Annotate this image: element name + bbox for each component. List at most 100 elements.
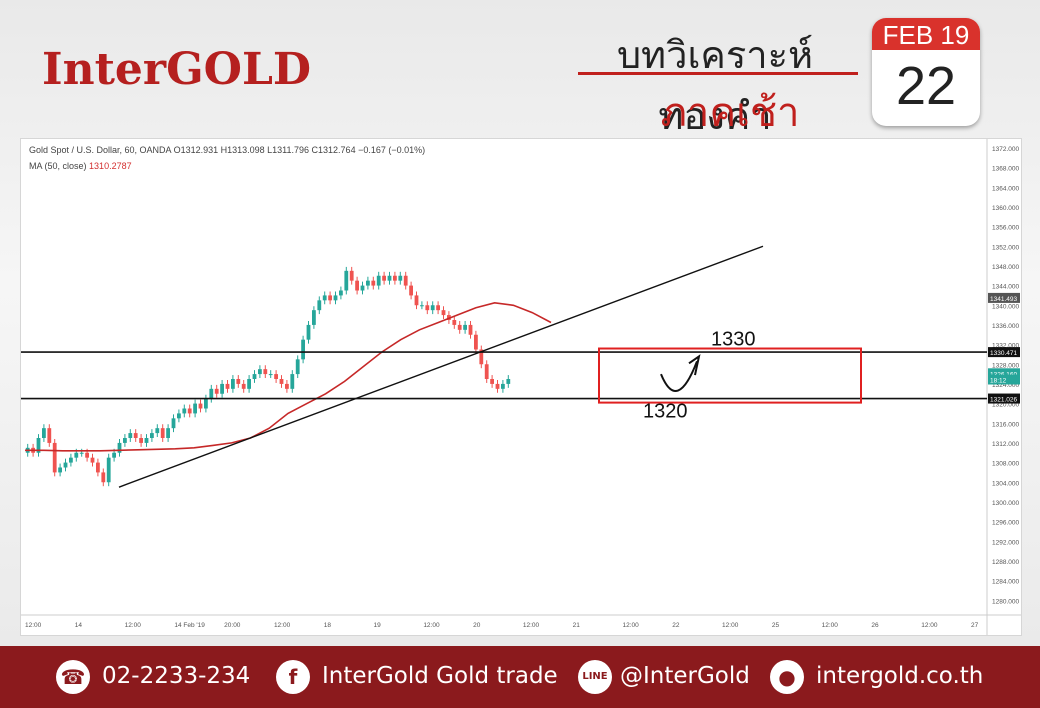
candle-body (484, 364, 489, 379)
y-tick-label: 1356.000 (992, 225, 1019, 232)
x-tick-label: 12:00 (125, 622, 142, 629)
candle-body (85, 452, 89, 458)
candle-body (317, 300, 322, 311)
candle-body (490, 379, 494, 384)
y-tick-label: 1368.000 (992, 166, 1019, 173)
candle-body (457, 324, 462, 330)
candle-body (425, 305, 430, 311)
candle-body (333, 295, 338, 301)
candle-body (290, 374, 295, 389)
y-tick-label: 1284.000 (992, 579, 1019, 586)
x-tick-label: 22 (672, 622, 680, 629)
annotation-1320: 1320 (643, 400, 688, 422)
price-label-box (988, 292, 1020, 303)
candle-body (182, 408, 187, 414)
x-tick-label: 14 Feb '19 (174, 622, 205, 629)
line-id[interactable]: @InterGold (620, 663, 750, 689)
globe-icon: ● (770, 660, 804, 694)
candle-body (279, 379, 284, 384)
brand-logo: InterGOLD (42, 44, 312, 95)
candle-body (393, 275, 397, 281)
x-tick-label: 12:00 (523, 622, 540, 629)
facebook-name[interactable]: InterGold Gold trade (322, 663, 558, 689)
arrow-head-icon (688, 354, 701, 376)
candle-body (258, 369, 262, 375)
price-label-box (988, 393, 1020, 404)
price-chart[interactable]: 1280.000 1284.000 1288.000 1292.000 1296.000… (21, 139, 1021, 635)
candle-body (468, 324, 473, 335)
candle-body (366, 280, 370, 286)
analysis-title: บทวิเคราะห์ทองคำ (616, 33, 814, 138)
x-tick-label: 12:00 (423, 622, 440, 629)
y-tick-label: 1360.000 (992, 205, 1019, 212)
chart-legend-symbol: Gold Spot / U.S. Dollar, 60, OANDA O1312… (29, 145, 425, 155)
x-tick-label: 27 (971, 622, 979, 629)
candle-body (177, 413, 181, 419)
price-label: 1330.471 (990, 350, 1017, 357)
price-label: 1341.493 (990, 296, 1017, 303)
candle-body (252, 374, 257, 379)
candle-body (371, 280, 376, 286)
phone-icon: ☎ (56, 660, 90, 694)
chart-legend-ma: MA (50, close) 1310.2787 (29, 161, 132, 171)
ma-value: 1310.2787 (89, 161, 132, 171)
candle-body (171, 418, 176, 429)
candle-body (441, 310, 446, 316)
annotation-1330: 1330 (711, 329, 756, 351)
candle-body (349, 270, 354, 281)
candle-body (274, 374, 278, 379)
x-tick-label: 20:00 (224, 622, 241, 629)
candle-body (430, 305, 435, 311)
target-zone (598, 347, 862, 404)
candle-body (495, 383, 500, 389)
y-tick-label: 1320.000 (992, 402, 1019, 409)
candle-body (398, 275, 403, 281)
candle-body (387, 275, 392, 281)
phone-number[interactable]: 02-2233-234 (102, 663, 251, 689)
candle-body (301, 339, 305, 360)
candle-body (47, 428, 52, 443)
x-tick-label: 21 (573, 622, 581, 629)
y-tick-label: 1372.000 (992, 146, 1019, 153)
candle-body (187, 408, 192, 414)
candle-body (479, 349, 484, 365)
candle-body (328, 295, 332, 301)
candle-body (312, 310, 316, 325)
website-link[interactable]: intergold.co.th (816, 663, 984, 689)
y-tick-label: 1308.000 (992, 461, 1019, 468)
ma-line (25, 301, 552, 452)
y-tick-label: 1332.000 (992, 343, 1019, 350)
candle-body (160, 428, 165, 438)
candle-body (112, 452, 116, 458)
candle-body (58, 467, 62, 473)
y-tick-label: 1336.000 (992, 323, 1019, 330)
candle-body (155, 428, 160, 434)
candle-body (322, 295, 327, 301)
candle-body (198, 403, 203, 409)
x-tick-label: 12:00 (25, 622, 42, 629)
x-tick-label: 12:00 (274, 622, 291, 629)
candle-body (295, 359, 300, 375)
x-tick-label: 19 (374, 622, 382, 629)
y-tick-label: 1296.000 (992, 520, 1019, 527)
calendar-month: FEB 19 (872, 18, 980, 50)
candle-body (452, 320, 457, 325)
candle-body (414, 295, 419, 306)
candle-body (420, 305, 424, 307)
y-tick-label: 1316.000 (992, 421, 1019, 428)
y-tick-label: 1280.000 (992, 598, 1019, 605)
candle-body (409, 285, 413, 296)
contact-footer: ☎ 02-2233-234 f InterGold Gold trade LIN… (0, 646, 1040, 708)
candle-body (436, 305, 440, 311)
candle-body (79, 452, 84, 454)
candle-body (204, 398, 208, 409)
ma-label[interactable]: MA (50, close) (29, 161, 87, 171)
symbol-label[interactable]: Gold Spot / U.S. Dollar, 60, OANDA (29, 145, 172, 155)
candle-body (263, 369, 268, 375)
y-tick-label: 1300.000 (992, 500, 1019, 507)
y-tick-label: 1344.000 (992, 284, 1019, 291)
chart-panel: 1280.000 1284.000 1288.000 1292.000 1296.000… (20, 138, 1022, 636)
candle-body (268, 374, 273, 376)
x-tick-label: 26 (871, 622, 879, 629)
price-label-box (988, 347, 1020, 358)
